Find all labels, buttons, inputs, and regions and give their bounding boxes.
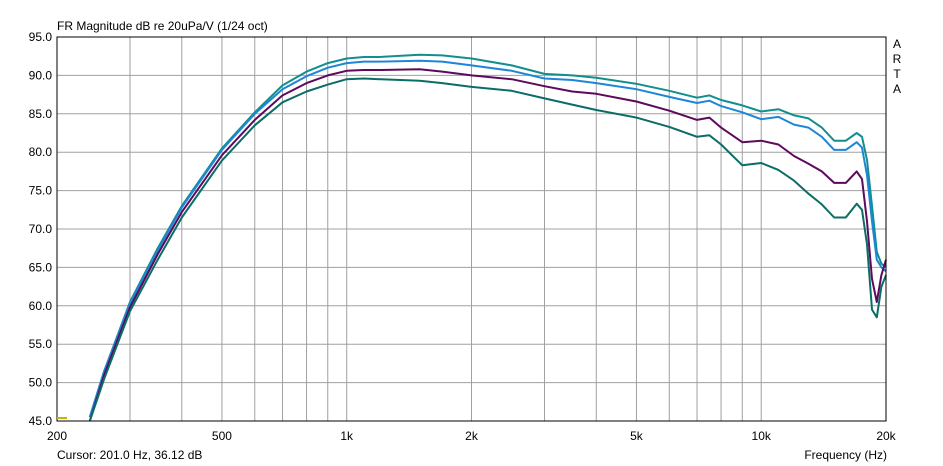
- x-tick-label: 20k: [876, 429, 896, 443]
- grid: [57, 36, 886, 422]
- brand-letter: A: [893, 37, 901, 51]
- series-group: [88, 53, 887, 422]
- brand-letter: T: [893, 67, 901, 81]
- brand-letter: A: [893, 82, 901, 96]
- y-tick-label: 55.0: [29, 337, 53, 351]
- y-tick-label: 80.0: [29, 145, 53, 159]
- series-line-4: [88, 77, 887, 422]
- plot-border: [56, 36, 887, 422]
- x-tick-label: 10k: [752, 429, 772, 443]
- series-line-3: [88, 68, 887, 422]
- x-tick-label: 5k: [630, 429, 644, 443]
- x-tick-label: 200: [47, 429, 67, 443]
- y-tick-label: 85.0: [29, 107, 53, 121]
- brand-letter: R: [893, 52, 902, 66]
- y-tick-label: 60.0: [29, 299, 53, 313]
- series-line-1: [88, 53, 887, 418]
- x-tick-label: 1k: [340, 429, 354, 443]
- series-line-2: [88, 59, 887, 418]
- y-tick-label: 65.0: [29, 260, 53, 274]
- y-tick-label: 70.0: [29, 222, 53, 236]
- y-tick-label: 90.0: [29, 68, 53, 82]
- y-tick-label: 45.0: [29, 414, 53, 428]
- x-tick-label: 500: [212, 429, 232, 443]
- x-tick-labels: 200 500 1k 2k 5k 10k 20k: [47, 429, 897, 443]
- y-tick-labels: 45.0 50.0 55.0 60.0 65.0 70.0 75.0 80.0 85.0 90.0…: [29, 30, 53, 428]
- chart-title: FR Magnitude dB re 20uPa/V (1/24 oct): [57, 19, 268, 33]
- plot-frame: [56, 36, 887, 422]
- cursor-readout: Cursor: 201.0 Hz, 36.12 dB: [57, 448, 203, 462]
- y-tick-label: 75.0: [29, 184, 53, 198]
- y-tick-label: 50.0: [29, 376, 53, 390]
- x-tick-label: 2k: [465, 429, 479, 443]
- y-tick-label: 95.0: [29, 30, 53, 44]
- x-axis-label: Frequency (Hz): [804, 448, 887, 462]
